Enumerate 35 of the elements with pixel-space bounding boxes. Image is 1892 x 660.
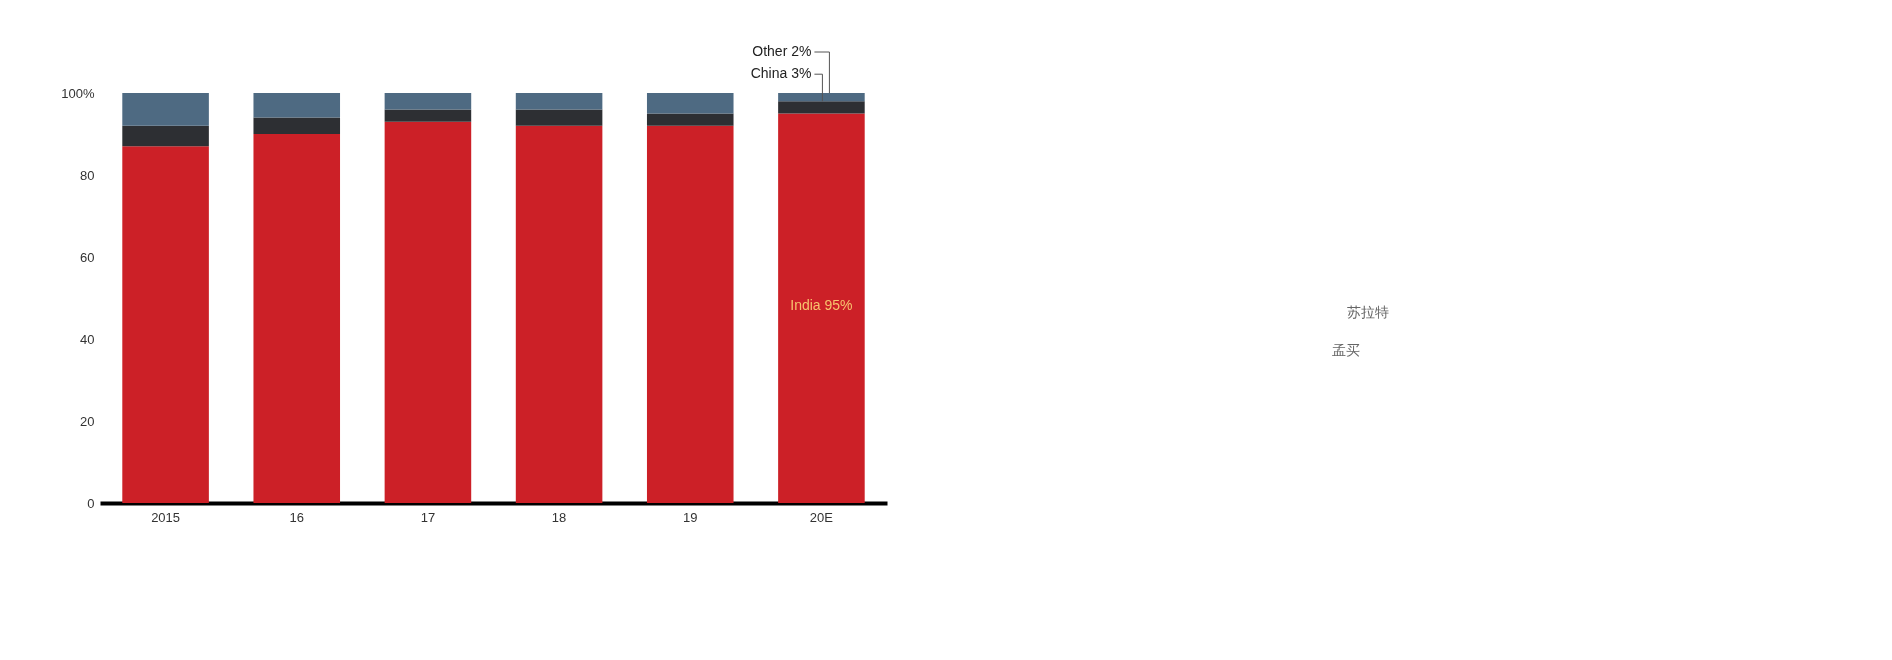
y-tick-label: 100%	[61, 85, 95, 101]
annotation: Other 2%	[752, 43, 812, 59]
y-tick-label: 20	[80, 413, 95, 429]
bar	[646, 125, 734, 503]
annotation: China 3%	[750, 65, 812, 82]
bar	[778, 93, 865, 102]
bar	[778, 101, 865, 114]
bar	[646, 93, 734, 114]
bar	[253, 93, 341, 118]
bar	[778, 113, 865, 503]
x-tick-label: 20E	[809, 509, 834, 525]
bar	[384, 121, 472, 503]
bar	[122, 93, 209, 126]
bar	[253, 117, 341, 134]
bar	[515, 125, 603, 503]
y-tick-label: 0	[87, 495, 95, 511]
bar	[122, 125, 209, 147]
text: 孟买	[1332, 342, 1360, 358]
bar	[515, 93, 603, 110]
x-tick-label: 16	[289, 509, 304, 525]
x-tick-label: 17	[420, 509, 436, 525]
x-tick-label: 18	[551, 509, 567, 525]
y-tick-label: 60	[80, 249, 95, 265]
annotation: India 95%	[790, 297, 853, 314]
y-tick-label: 40	[80, 331, 95, 347]
bar	[515, 109, 603, 126]
bar	[384, 109, 472, 122]
x-tick-label: 2015	[151, 509, 181, 525]
bar	[253, 134, 341, 503]
x-tick-label: 19	[683, 509, 698, 525]
bar	[384, 93, 472, 110]
text: 苏拉特	[1347, 304, 1389, 320]
bar	[122, 146, 209, 503]
bar	[646, 113, 734, 126]
y-tick-label: 80	[80, 167, 95, 183]
